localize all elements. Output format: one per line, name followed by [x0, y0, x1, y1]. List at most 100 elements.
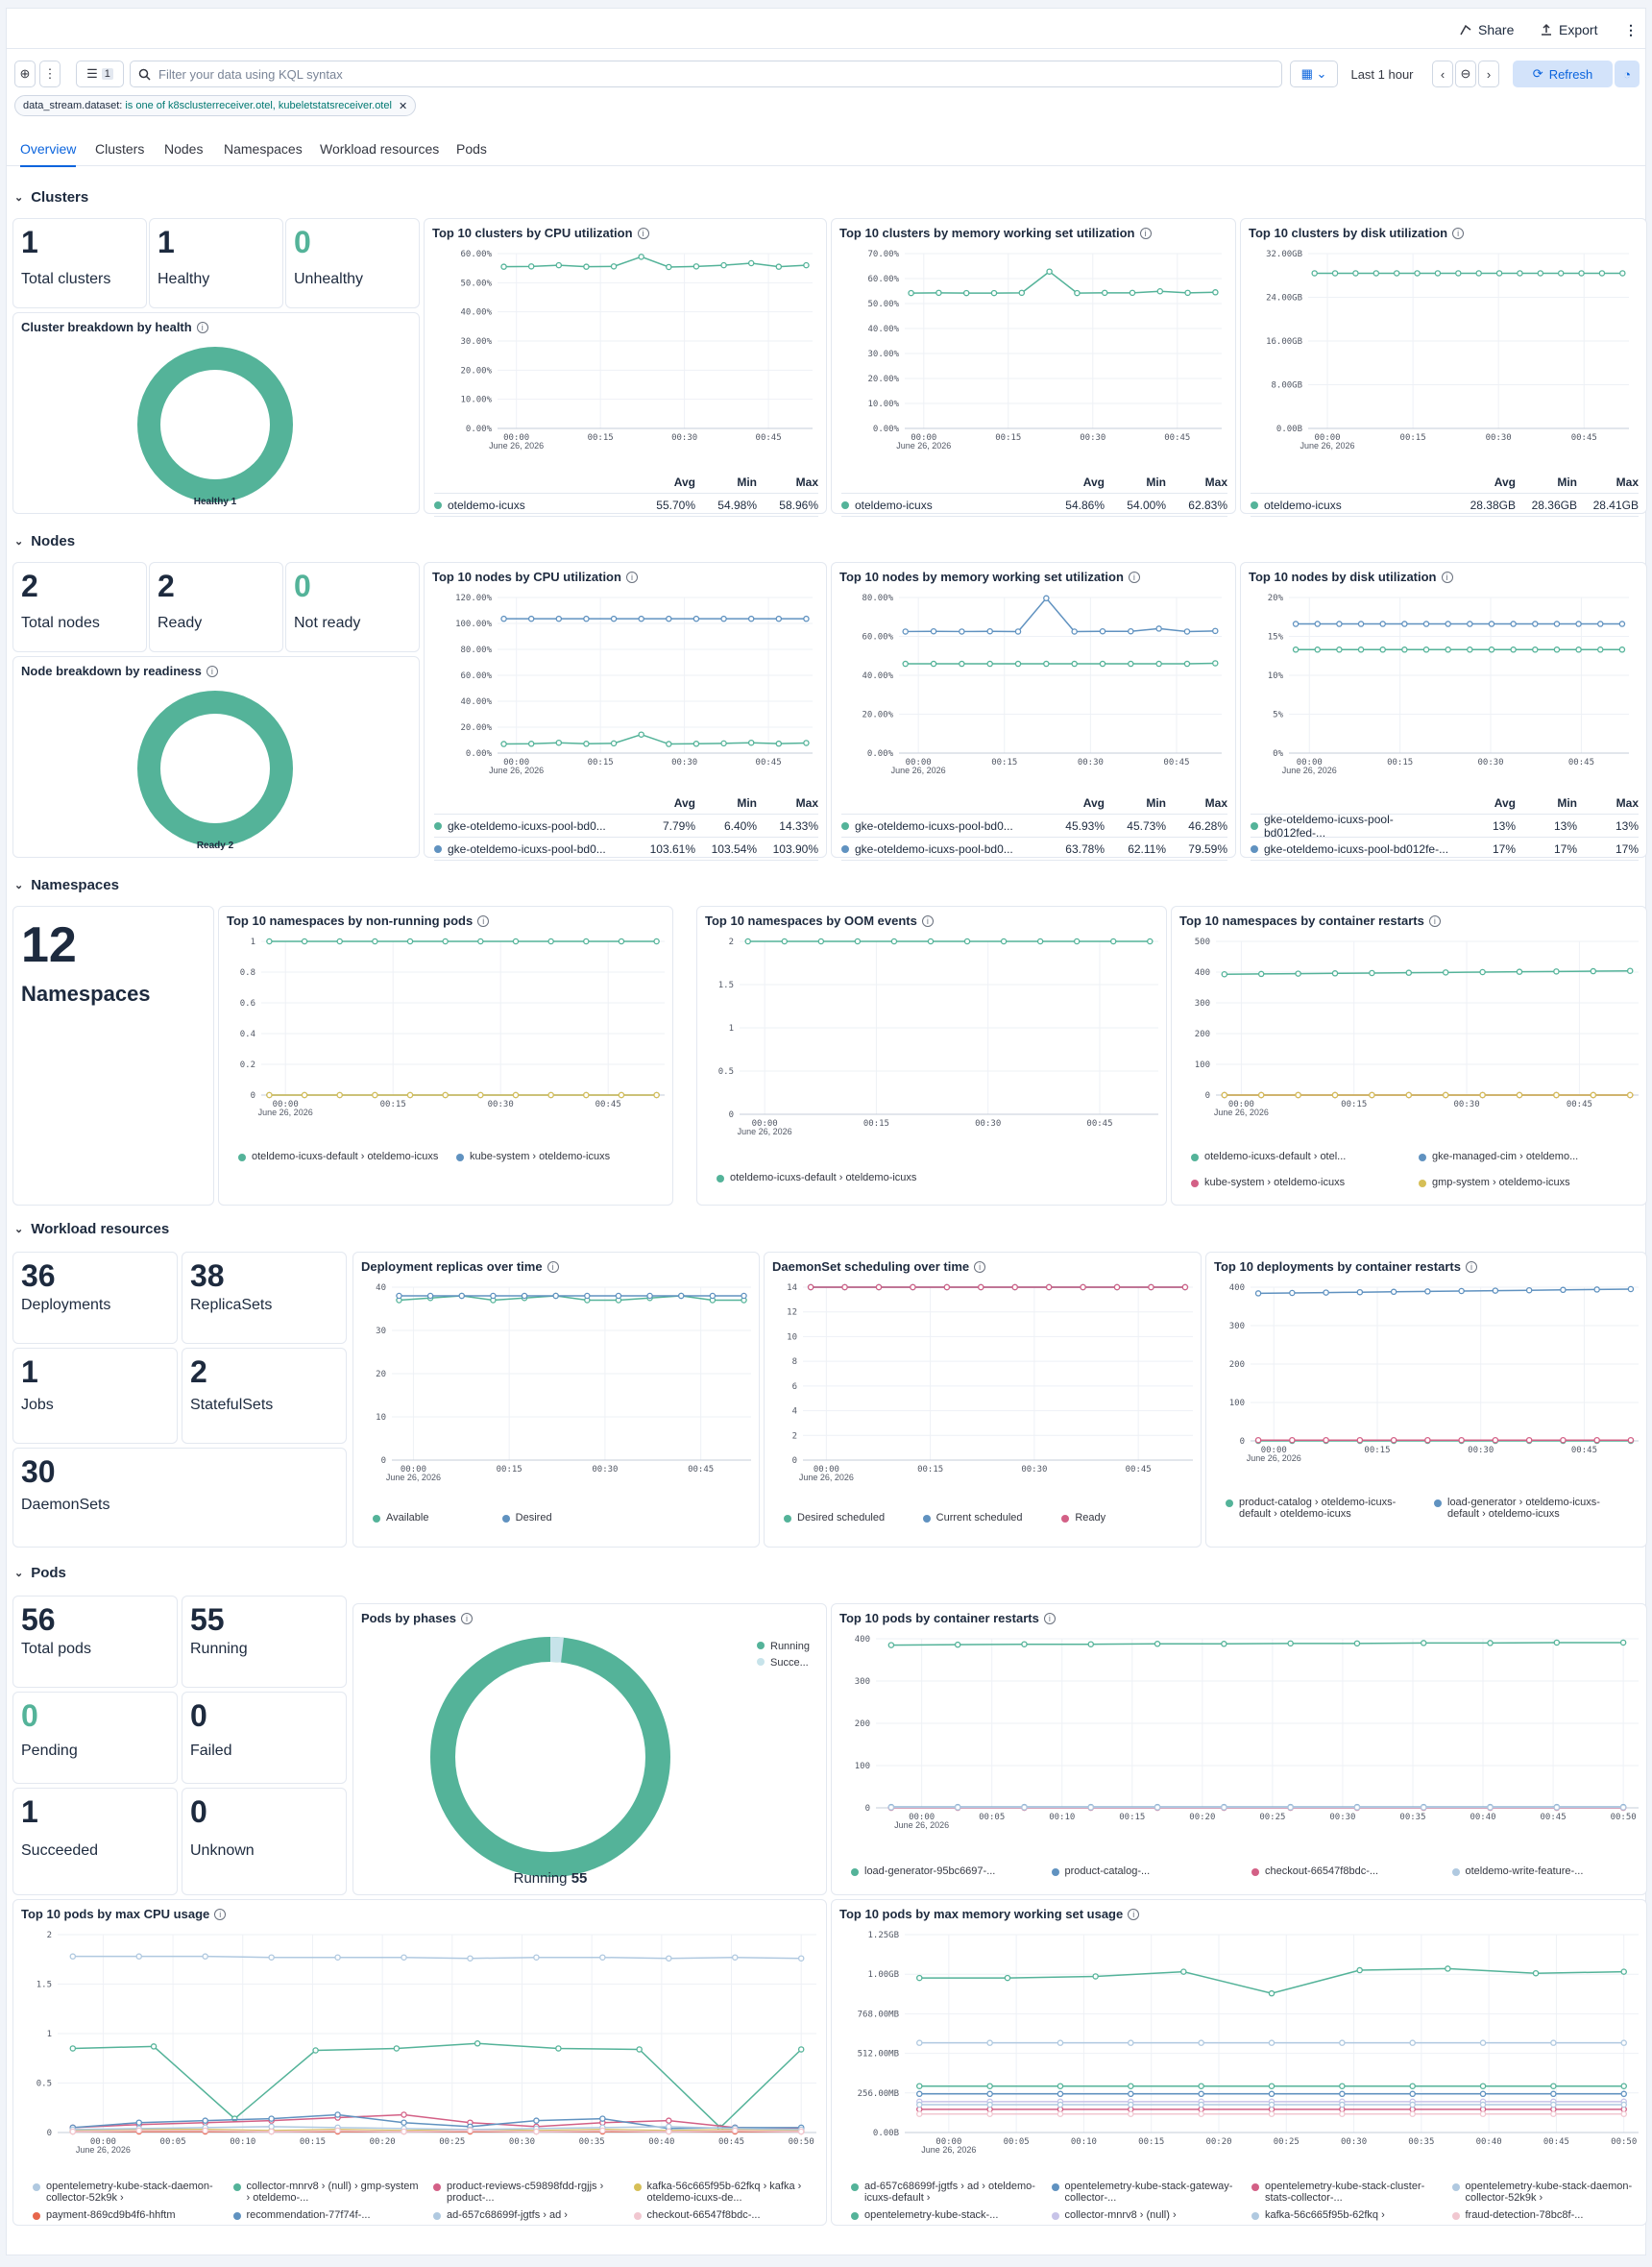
zoom-out-icon[interactable]: ⊖ [1455, 61, 1476, 87]
info-icon[interactable]: i [477, 914, 490, 927]
info-icon[interactable]: i [1465, 1260, 1477, 1273]
info-icon[interactable]: i [1452, 227, 1465, 239]
legend-item[interactable]: Succe... [757, 1655, 824, 1671]
info-icon[interactable]: i [625, 571, 638, 583]
legend-item[interactable]: ad-657c68699f-jgtfs › ad › [433, 2209, 620, 2223]
info-icon[interactable]: i [1043, 1612, 1056, 1624]
tab-clusters[interactable]: Clusters [95, 141, 145, 157]
tab-overview[interactable]: Overview [20, 141, 77, 167]
x-tick-label: 00:15 [300, 2137, 326, 2147]
legend-item[interactable]: product-reviews-c59898fdd-rgjjs › produc… [433, 2181, 620, 2206]
tab-namespaces[interactable]: Namespaces [224, 141, 303, 157]
legend-item[interactable]: Desired [501, 1512, 619, 1531]
data-point [1479, 968, 1486, 976]
section-clusters-header[interactable]: ⌄ Clusters [14, 189, 88, 206]
info-icon[interactable]: i [637, 227, 649, 239]
series-line [72, 1955, 802, 1960]
legend-item[interactable]: recommendation-77f74f-... [232, 2209, 421, 2223]
legend-item[interactable]: opentelemetry-kube-stack-gateway-collect… [1051, 2181, 1239, 2206]
legend-item[interactable]: gmp-system › oteldemo-icuxs [1419, 1177, 1633, 1199]
legend-item[interactable]: opentelemetry-kube-stack-cluster-stats-c… [1251, 2181, 1439, 2206]
y-tick-label: 30 [376, 1327, 386, 1336]
x-tick-label: 00:15 [380, 1100, 406, 1109]
legend-item[interactable]: checkout-66547f8bdc-... [633, 2209, 821, 2223]
legend-item[interactable]: product-catalog › oteldemo-icuxs-default… [1226, 1497, 1421, 1545]
legend-item[interactable]: oteldemo-icuxs-default › oteldemo-icuxs [717, 1172, 1139, 1191]
info-icon[interactable]: i [196, 321, 208, 333]
legend-item[interactable]: opentelemetry-kube-stack-daemon-collecto… [1451, 2181, 1640, 2206]
tab-nodes[interactable]: Nodes [164, 141, 204, 157]
legend-item[interactable]: oteldemo-icuxs-default › otel... [1191, 1151, 1405, 1173]
legend-item[interactable]: kube-system › oteldemo-icuxs [456, 1151, 661, 1199]
legend-item[interactable]: kafka-56c665f95b-62fkq › [1251, 2209, 1439, 2223]
data-point [401, 2128, 407, 2135]
data-point [1155, 625, 1162, 632]
filter-pill[interactable]: data_stream.dataset: is one of k8scluste… [14, 95, 417, 116]
info-icon[interactable]: i [1128, 1908, 1140, 1920]
chevron-right-icon[interactable]: › [1478, 61, 1499, 87]
data-point [268, 2115, 275, 2122]
date-picker-toggle[interactable]: ▦ ⌄ [1290, 61, 1338, 87]
tab-workload-resources[interactable]: Workload resources [320, 141, 440, 157]
stats-text: 28.41GB [1592, 498, 1639, 512]
section-pods-header[interactable]: ⌄ Pods [14, 1565, 66, 1581]
legend-item[interactable]: gke-managed-cim › oteldemo... [1419, 1151, 1633, 1173]
legend-item[interactable]: payment-869cd9b4f6-hhftm [33, 2209, 220, 2223]
auto-refresh-icon[interactable]: ◔ [1615, 61, 1640, 87]
legend-item[interactable]: ad-657c68699f-jgtfs › ad › oteldemo-icux… [851, 2181, 1038, 2206]
info-icon[interactable]: i [547, 1260, 559, 1273]
y-tick-label: 32.00GB [1266, 250, 1302, 259]
filter-count-button[interactable]: ☰ 1 [76, 61, 124, 87]
legend-item[interactable]: Desired scheduled [784, 1512, 910, 1531]
legend-item[interactable]: Ready [1061, 1512, 1187, 1531]
close-icon[interactable]: ✕ [398, 100, 408, 112]
info-icon[interactable]: i [921, 914, 934, 927]
section-nodes-header[interactable]: ⌄ Nodes [14, 533, 75, 549]
section-namespaces-header[interactable]: ⌄ Namespaces [14, 877, 119, 893]
data-point [1379, 646, 1386, 653]
export-button[interactable]: Export [1540, 19, 1597, 40]
info-icon[interactable]: i [974, 1260, 986, 1273]
chevron-left-icon[interactable]: ‹ [1432, 61, 1453, 87]
legend-item[interactable]: kafka-56c665f95b-62fkq › kafka › oteldem… [633, 2181, 821, 2206]
more-options-icon[interactable]: ⋮ [1624, 21, 1638, 37]
info-icon[interactable]: i [1428, 914, 1441, 927]
legend-item[interactable]: opentelemetry-kube-stack-... [851, 2209, 1038, 2223]
search-input[interactable] [158, 66, 1263, 82]
legend-item[interactable]: load-generator › oteldemo-icuxs-default … [1434, 1497, 1629, 1545]
tab-pods[interactable]: Pods [456, 141, 487, 157]
y-tick-label: 300 [1195, 999, 1210, 1009]
legend-item[interactable]: product-catalog-... [1051, 1865, 1239, 1887]
stats-text: 63.78% [1065, 841, 1105, 856]
info-icon[interactable]: i [1441, 571, 1453, 583]
refresh-button[interactable]: ⟳ Refresh [1513, 61, 1613, 87]
data-point [692, 741, 700, 747]
query-menu-icon[interactable]: ⋮ [39, 61, 61, 87]
legend-item[interactable]: collector-mnrv8 › (null) › gmp-system › … [232, 2181, 421, 2206]
section-workloads-header[interactable]: ⌄ Workload resources [14, 1221, 169, 1237]
legend-item[interactable]: oteldemo-write-feature-... [1451, 1865, 1640, 1887]
legend-item[interactable]: checkout-66547f8bdc-... [1251, 1865, 1439, 1887]
legend-item[interactable]: collector-mnrv8 › (null) › [1051, 2209, 1239, 2223]
data-point [584, 1292, 591, 1300]
legend-item[interactable]: load-generator-95bc6697-... [851, 1865, 1038, 1887]
info-icon[interactable]: i [460, 1612, 473, 1624]
info-icon[interactable]: i [206, 665, 218, 677]
info-icon[interactable]: i [1128, 571, 1140, 583]
data-point [1619, 1804, 1627, 1811]
legend-item[interactable]: Running [757, 1639, 824, 1655]
legend-item[interactable]: fraud-detection-78bc8f-... [1451, 2209, 1640, 2223]
legend-item[interactable]: oteldemo-icuxs-default › oteldemo-icuxs [238, 1151, 443, 1199]
data-point [638, 254, 644, 260]
legend-item[interactable]: kube-system › oteldemo-icuxs [1191, 1177, 1405, 1199]
info-icon[interactable]: i [214, 1908, 227, 1920]
share-button[interactable]: Share [1459, 19, 1514, 40]
time-range-display[interactable]: Last 1 hour [1340, 61, 1424, 87]
info-icon[interactable]: i [1139, 227, 1152, 239]
legend-item[interactable]: Current scheduled [922, 1512, 1049, 1531]
add-filter-icon[interactable]: ⊕ [14, 61, 36, 87]
legend-item[interactable]: opentelemetry-kube-stack-daemon-collecto… [33, 2181, 220, 2206]
x-tick-label: 00:15 [995, 433, 1021, 443]
stats-text: 28.36GB [1531, 498, 1577, 512]
legend-item[interactable]: Available [373, 1512, 489, 1531]
